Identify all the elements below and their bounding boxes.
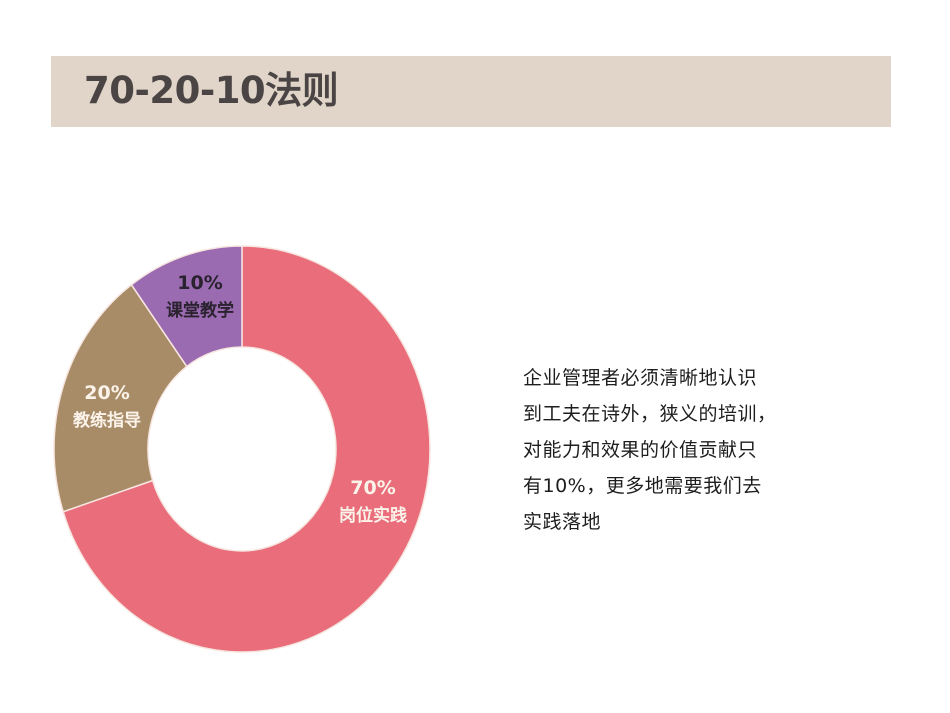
- slice-percent: 10%: [177, 272, 223, 294]
- description-line: 到工夫在诗外，狭义的培训，: [523, 403, 777, 425]
- slice-percent: 70%: [350, 477, 396, 499]
- description-line: 对能力和效果的价值贡献只: [523, 439, 758, 461]
- slice-name: 课堂教学: [166, 301, 234, 321]
- slice-name: 教练指导: [73, 411, 141, 431]
- description-text: 企业管理者必须清晰地认识 到工夫在诗外，狭义的培训， 对能力和效果的价值贡献只 …: [523, 360, 843, 540]
- donut-slice-2: [130, 245, 243, 368]
- page-title: 70-20-10法则: [84, 69, 339, 112]
- slice-name: 岗位实践: [339, 506, 407, 526]
- description-line: 有10%，更多地需要我们去: [523, 475, 762, 497]
- description-line: 企业管理者必须清晰地认识: [523, 367, 758, 389]
- slice-percent: 20%: [84, 382, 130, 404]
- donut-slice-1: [53, 283, 188, 513]
- header-bar: 70-20-10法则: [51, 56, 891, 127]
- description-line: 实践落地: [523, 511, 602, 533]
- donut-slice-0: [62, 245, 431, 653]
- slice-label-on-the-job: 70% 岗位实践: [339, 474, 407, 530]
- slice-label-coaching: 20% 教练指导: [73, 379, 141, 435]
- slice-label-classroom: 10% 课堂教学: [166, 269, 234, 325]
- donut-slices: [53, 245, 431, 653]
